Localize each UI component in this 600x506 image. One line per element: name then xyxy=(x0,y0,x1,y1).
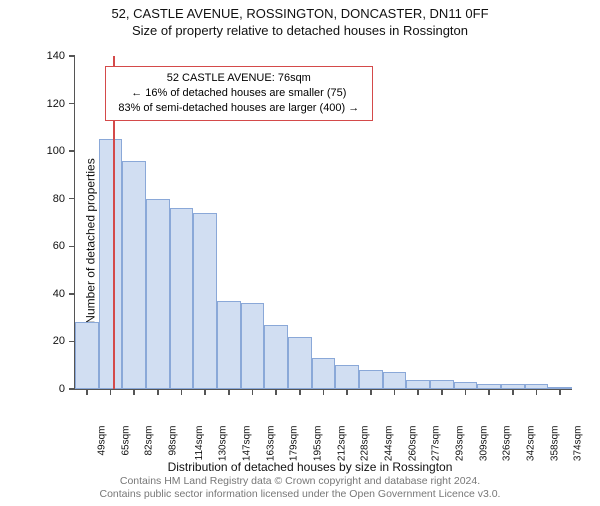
footer: Contains HM Land Registry data © Crown c… xyxy=(0,475,600,502)
x-tick-label: 244sqm xyxy=(383,426,394,462)
x-tick-label: 195sqm xyxy=(312,426,323,462)
x-tick-label: 65sqm xyxy=(120,426,131,456)
bar xyxy=(170,208,194,389)
x-tick xyxy=(299,389,301,395)
chart-container: Number of detached properties 0204060801… xyxy=(48,56,572,426)
y-tick xyxy=(69,103,75,105)
y-tick xyxy=(69,198,75,200)
annotation-box: 52 CASTLE AVENUE: 76sqm← 16% of detached… xyxy=(105,66,373,121)
bar xyxy=(288,337,312,389)
annotation-line: 83% of semi-detached houses are larger (… xyxy=(114,101,364,116)
x-tick-label: 130sqm xyxy=(217,426,228,462)
bar xyxy=(383,372,407,389)
y-tick-label: 0 xyxy=(59,383,65,395)
y-tick-label: 60 xyxy=(53,240,65,252)
x-tick-label: 147sqm xyxy=(241,426,252,462)
x-tick-label: 358sqm xyxy=(549,426,560,462)
x-tick xyxy=(86,389,88,395)
x-tick xyxy=(157,389,159,395)
x-tick-label: 98sqm xyxy=(167,426,178,456)
x-tick xyxy=(228,389,230,395)
x-tick xyxy=(512,389,514,395)
y-tick xyxy=(69,293,75,295)
bar xyxy=(335,365,359,389)
x-tick xyxy=(133,389,135,395)
x-tick xyxy=(394,389,396,395)
x-tick-label: 342sqm xyxy=(525,426,536,462)
bar xyxy=(430,380,454,390)
bar xyxy=(75,322,99,389)
y-tick-label: 80 xyxy=(53,193,65,205)
bar xyxy=(312,358,336,389)
x-axis-label: Distribution of detached houses by size … xyxy=(168,460,453,474)
y-tick-label: 100 xyxy=(47,145,65,157)
x-tick xyxy=(252,389,254,395)
x-tick-label: 277sqm xyxy=(430,426,441,462)
x-tick xyxy=(204,389,206,395)
x-tick xyxy=(417,389,419,395)
x-tick-label: 228sqm xyxy=(359,426,370,462)
x-tick xyxy=(110,389,112,395)
x-tick xyxy=(370,389,372,395)
bar xyxy=(359,370,383,389)
x-tick-label: 374sqm xyxy=(572,426,583,462)
x-tick xyxy=(559,389,561,395)
bar xyxy=(193,213,217,389)
y-tick-label: 120 xyxy=(47,98,65,110)
x-tick xyxy=(323,389,325,395)
bar xyxy=(99,139,123,389)
y-tick-label: 20 xyxy=(53,335,65,347)
annotation-line: 52 CASTLE AVENUE: 76sqm xyxy=(114,71,364,86)
page-title-2: Size of property relative to detached ho… xyxy=(0,23,600,38)
x-tick-label: 293sqm xyxy=(454,426,465,462)
bar xyxy=(406,380,430,390)
x-tick xyxy=(275,389,277,395)
bar xyxy=(241,303,265,389)
x-tick-label: 260sqm xyxy=(407,426,418,462)
x-tick xyxy=(488,389,490,395)
y-tick xyxy=(69,150,75,152)
x-tick-label: 212sqm xyxy=(336,426,347,462)
bar xyxy=(217,301,241,389)
x-tick xyxy=(441,389,443,395)
annotation-line: ← 16% of detached houses are smaller (75… xyxy=(114,86,364,101)
plot-area: 02040608010012014049sqm65sqm82sqm98sqm11… xyxy=(74,56,572,390)
x-tick xyxy=(465,389,467,395)
x-tick-label: 309sqm xyxy=(478,426,489,462)
x-tick-label: 114sqm xyxy=(193,426,204,461)
x-tick xyxy=(536,389,538,395)
footer-line-1: Contains HM Land Registry data © Crown c… xyxy=(0,475,600,489)
x-tick-label: 49sqm xyxy=(96,426,107,456)
page-title-1: 52, CASTLE AVENUE, ROSSINGTON, DONCASTER… xyxy=(0,6,600,21)
bar xyxy=(122,161,146,389)
bar xyxy=(146,199,170,389)
y-tick-label: 40 xyxy=(53,288,65,300)
bar xyxy=(454,382,478,389)
x-tick xyxy=(346,389,348,395)
x-tick xyxy=(181,389,183,395)
x-tick-label: 82sqm xyxy=(144,426,155,456)
bar xyxy=(264,325,288,389)
x-tick-label: 179sqm xyxy=(288,426,299,462)
y-tick xyxy=(69,55,75,57)
x-tick-label: 326sqm xyxy=(501,426,512,462)
x-tick-label: 163sqm xyxy=(265,426,276,462)
y-tick xyxy=(69,246,75,248)
y-tick-label: 140 xyxy=(47,50,65,62)
